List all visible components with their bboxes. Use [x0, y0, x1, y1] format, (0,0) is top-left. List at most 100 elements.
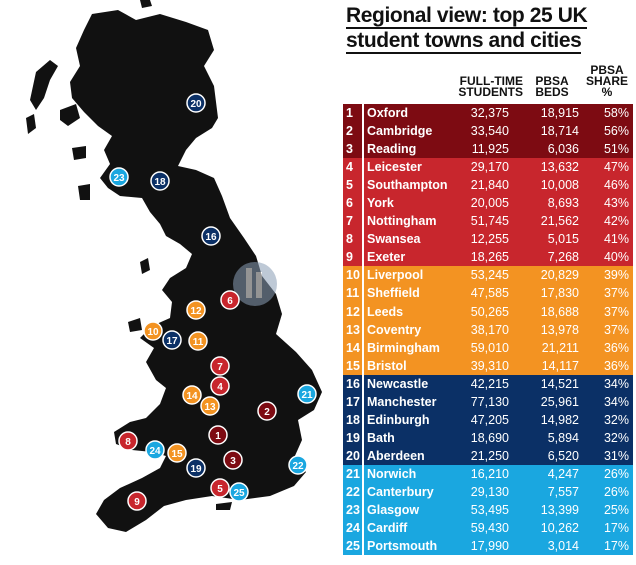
marker-3[interactable]: 3	[223, 450, 243, 470]
beds-cell: 25,961	[540, 394, 579, 409]
rank-cell: 9	[346, 250, 353, 265]
marker-18-label: 18	[154, 177, 166, 188]
marker-20[interactable]: 20	[186, 93, 206, 113]
marker-6[interactable]: 6	[220, 290, 240, 310]
city-cell: Leeds	[367, 304, 404, 319]
students-cell: 47,205	[470, 412, 509, 427]
beds-cell: 21,562	[540, 214, 579, 229]
beds-cell: 14,117	[541, 358, 579, 373]
table-row: 20 Aberdeen 21,250 6,520 31%	[343, 446, 633, 465]
table-row: 9 Exeter 18,265 7,268 40%	[343, 248, 633, 267]
rank-cell: 19	[346, 430, 360, 445]
marker-4[interactable]: 4	[210, 376, 230, 396]
row-divider	[362, 410, 364, 429]
row-divider	[362, 537, 364, 556]
col-header-students-line1: FULL-TIME	[459, 74, 523, 88]
students-cell: 50,265	[470, 304, 509, 319]
marker-8-label: 8	[125, 437, 131, 448]
isle-of-man	[140, 258, 150, 274]
students-cell: 16,210	[470, 466, 509, 481]
share-cell: 36%	[603, 340, 629, 355]
col-header-beds: PBSA BEDS	[532, 74, 572, 98]
marker-16[interactable]: 16	[201, 226, 221, 246]
row-divider	[362, 356, 364, 375]
students-cell: 17,990	[470, 539, 509, 554]
row-divider	[362, 104, 364, 123]
table-row: 25 Portsmouth 17,990 3,014 17%	[343, 537, 633, 556]
share-cell: 26%	[603, 484, 629, 499]
share-cell: 17%	[603, 521, 629, 536]
marker-7[interactable]: 7	[210, 356, 230, 376]
col-header-share: PBSA SHARE %	[584, 64, 630, 98]
students-cell: 11,925	[471, 142, 509, 157]
marker-11[interactable]: 11	[188, 331, 208, 351]
marker-24[interactable]: 24	[145, 440, 165, 460]
islay	[78, 184, 90, 200]
marker-2-label: 2	[264, 407, 270, 418]
students-cell: 77,130	[470, 394, 509, 409]
marker-11-label: 11	[193, 337, 204, 348]
marker-19[interactable]: 19	[186, 458, 206, 478]
marker-25[interactable]: 25	[229, 482, 249, 502]
marker-17[interactable]: 17	[162, 330, 182, 350]
table-row: 12 Leeds 50,265 18,688 37%	[343, 302, 633, 321]
marker-22[interactable]: 22	[288, 455, 308, 475]
share-cell: 17%	[603, 539, 629, 554]
city-cell: Exeter	[367, 250, 406, 265]
rank-cell: 24	[346, 521, 360, 536]
row-divider	[362, 230, 364, 249]
students-cell: 47,585	[470, 286, 509, 301]
row-divider	[362, 482, 364, 502]
marker-15-label: 15	[171, 449, 183, 460]
rank-cell: 21	[346, 466, 360, 481]
marker-3-label: 3	[230, 456, 236, 467]
share-cell: 37%	[603, 286, 629, 301]
table-row: 7 Nottingham 51,745 21,562 42%	[343, 212, 633, 231]
city-cell: Reading	[367, 142, 417, 157]
beds-cell: 8,693	[547, 196, 579, 211]
table-row: 19 Bath 18,690 5,894 32%	[343, 428, 633, 447]
table-row: 3 Reading 11,925 6,036 51%	[343, 140, 633, 159]
table-row: 6 York 20,005 8,693 43%	[343, 194, 633, 213]
marker-1[interactable]: 1	[208, 425, 228, 445]
marker-25-label: 25	[233, 488, 245, 499]
table-row: 21 Norwich 16,210 4,247 26%	[343, 464, 633, 483]
anglesey	[128, 318, 142, 332]
col-header-students: FULL-TIME STUDENTS	[440, 74, 523, 98]
col-header-beds-line1: PBSA	[535, 74, 569, 88]
marker-9[interactable]: 9	[127, 491, 147, 511]
marker-12[interactable]: 12	[186, 300, 206, 320]
share-cell: 46%	[603, 178, 629, 193]
students-cell: 20,005	[470, 196, 509, 211]
marker-13[interactable]: 13	[200, 396, 220, 416]
share-cell: 47%	[603, 160, 629, 175]
marker-21[interactable]: 21	[297, 384, 317, 404]
marker-7-label: 7	[217, 362, 223, 373]
table-row: 2 Cambridge 33,540 18,714 56%	[343, 122, 633, 141]
marker-23[interactable]: 23	[109, 167, 129, 187]
city-cell: Bath	[367, 430, 395, 445]
rank-cell: 17	[346, 394, 360, 409]
marker-10[interactable]: 10	[143, 321, 163, 341]
city-cell: Glasgow	[367, 503, 420, 518]
marker-18[interactable]: 18	[150, 171, 170, 191]
marker-2[interactable]: 2	[257, 401, 277, 421]
beds-cell: 14,982	[540, 412, 579, 427]
marker-4-label: 4	[217, 382, 223, 393]
marker-5[interactable]: 5	[210, 478, 230, 498]
city-cell: Aberdeen	[367, 448, 425, 463]
marker-8[interactable]: 8	[118, 431, 138, 451]
watermark-logo	[233, 262, 277, 306]
city-cell: Sheffield	[367, 286, 420, 301]
row-divider	[362, 374, 364, 393]
marker-15[interactable]: 15	[167, 443, 187, 463]
title-line-1: Regional view: top 25 UK	[346, 4, 588, 29]
city-cell: Cambridge	[367, 124, 433, 139]
students-cell: 18,265	[470, 250, 509, 265]
students-cell: 12,255	[470, 232, 509, 247]
city-cell: Southampton	[367, 178, 448, 193]
city-cell: Norwich	[367, 466, 417, 481]
marker-12-label: 12	[190, 306, 202, 317]
row-divider	[362, 302, 364, 321]
marker-14[interactable]: 14	[182, 385, 202, 405]
